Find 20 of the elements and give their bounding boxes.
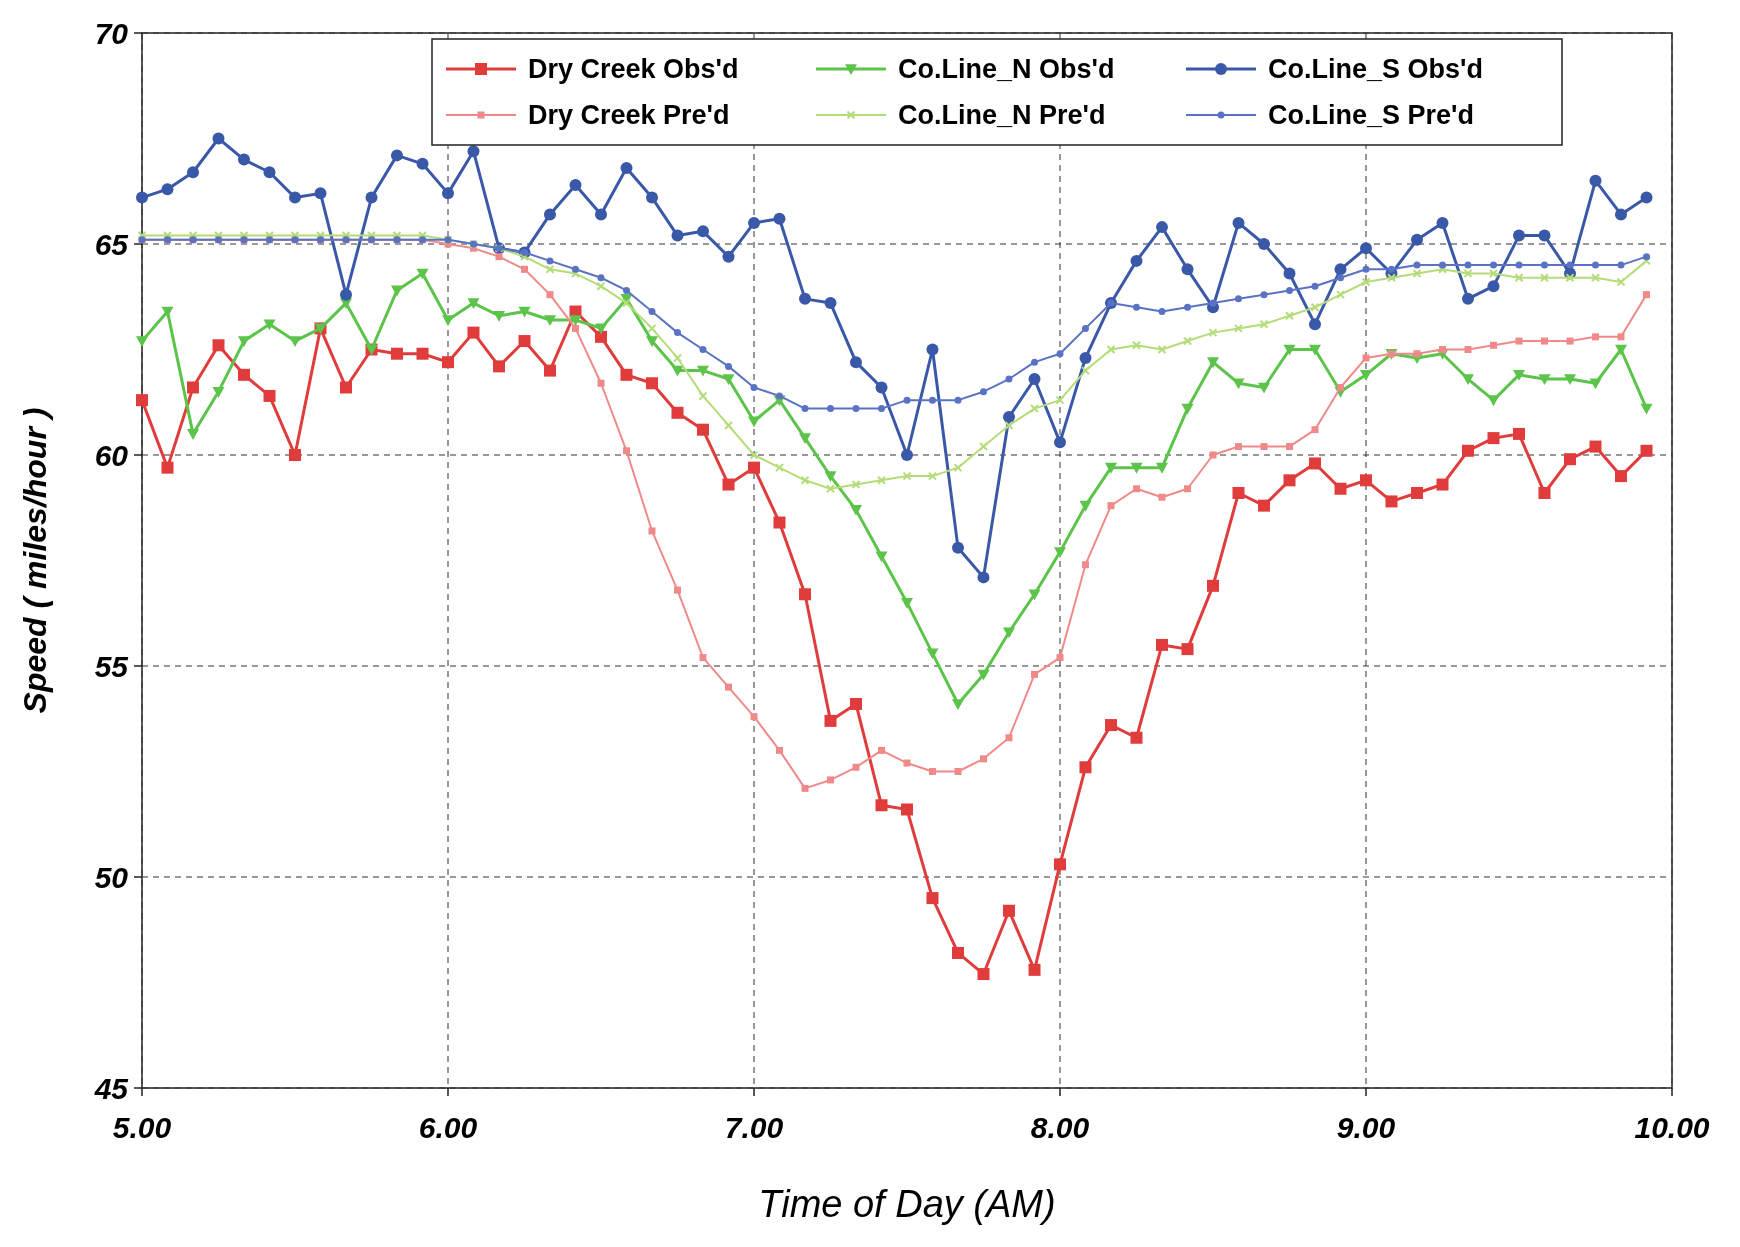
legend-label: Co.Line_S Obs'd: [1268, 54, 1483, 85]
y-tick-label: 50: [94, 860, 129, 894]
x-tick-label: 5.00: [112, 1111, 172, 1144]
y-tick-label: 70: [94, 16, 129, 50]
y-tick-label: 45: [93, 1071, 130, 1105]
legend-label: Co.Line_N Obs'd: [898, 54, 1115, 85]
y-tick-label: 65: [94, 227, 130, 261]
x-tick-label: 6.00: [418, 1111, 478, 1144]
x-tick-label: 8.00: [1030, 1111, 1090, 1144]
x-tick-label: 9.00: [1336, 1111, 1396, 1144]
x-axis-title: Time of Day (AM): [758, 1183, 1056, 1225]
y-tick-label: 55: [94, 649, 130, 683]
y-axis-title: Speed ( miles/hour ): [17, 407, 53, 714]
legend-label: Dry Creek Pre'd: [528, 100, 730, 131]
legend-label: Co.Line_N Pre'd: [898, 100, 1106, 131]
y-tick-label: 60: [94, 438, 129, 472]
x-tick-label: 10.00: [1634, 1111, 1710, 1144]
legend-label: Co.Line_S Pre'd: [1268, 100, 1474, 131]
x-tick-label: 7.00: [724, 1111, 784, 1144]
legend-label: Dry Creek Obs'd: [528, 54, 739, 85]
